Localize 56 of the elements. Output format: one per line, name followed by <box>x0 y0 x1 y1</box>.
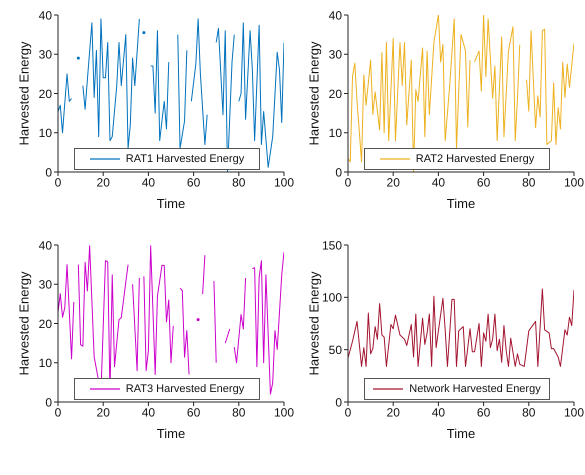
x-tick-label: 80 <box>522 406 536 420</box>
x-axis-title: Time <box>446 196 476 211</box>
y-tick-label: 40 <box>328 8 342 22</box>
x-tick-label: 60 <box>476 406 491 420</box>
y-axis-title: Harvested Energy <box>16 40 32 146</box>
y-tick-label: 30 <box>328 48 342 62</box>
y-tick-label: 40 <box>38 238 52 252</box>
x-tick-label: 0 <box>54 176 62 190</box>
y-tick-label: 0 <box>45 165 52 180</box>
y-tick-label: 50 <box>328 342 342 357</box>
x-tick-label: 100 <box>564 406 584 420</box>
x-axis-title: Time <box>446 426 476 441</box>
x-tick-label: 80 <box>232 176 246 190</box>
x-tick-label: 100 <box>274 176 294 190</box>
line-series <box>348 288 574 367</box>
y-tick-label: 0 <box>45 395 52 410</box>
x-tick-label: 20 <box>96 406 110 420</box>
y-tick-label: 100 <box>322 290 342 305</box>
x-tick-label: 40 <box>142 176 156 190</box>
y-tick-label: 0 <box>335 165 342 180</box>
y-axis-title: Harvested Energy <box>306 270 322 376</box>
y-tick-label: 10 <box>38 126 52 140</box>
legend-label: RAT3 Harvested Energy <box>126 383 244 395</box>
x-tick-label: 20 <box>96 176 110 190</box>
legend-label: RAT1 Harvested Energy <box>126 153 244 165</box>
legend-label: Network Harvested Energy <box>409 383 541 395</box>
y-axis-title: Harvested Energy <box>16 270 32 376</box>
x-tick-label: 60 <box>186 406 201 420</box>
x-tick-label: 80 <box>522 176 536 190</box>
x-tick-label: 100 <box>564 176 584 190</box>
x-tick-label: 40 <box>432 176 446 190</box>
x-tick-label: 80 <box>232 406 246 420</box>
y-tick-label: 10 <box>328 126 342 140</box>
x-tick-label: 40 <box>142 406 156 420</box>
y-tick-label: 30 <box>38 48 52 62</box>
x-tick-label: 100 <box>274 406 294 420</box>
x-tick-label: 60 <box>476 176 491 190</box>
y-tick-label: 150 <box>322 238 342 252</box>
legend-label: RAT2 Harvested Energy <box>416 153 534 165</box>
x-axis-title: Time <box>156 196 186 211</box>
x-tick-label: 60 <box>186 176 201 190</box>
x-tick-label: 40 <box>432 406 446 420</box>
x-tick-label: 0 <box>54 406 62 420</box>
y-tick-label: 20 <box>38 86 52 101</box>
x-tick-label: 20 <box>386 176 400 190</box>
y-axis-title: Harvested Energy <box>306 40 322 146</box>
y-tick-label: 0 <box>335 395 342 410</box>
x-tick-label: 0 <box>344 406 352 420</box>
x-tick-label: 20 <box>386 406 400 420</box>
y-tick-label: 30 <box>38 278 52 292</box>
x-tick-label: 0 <box>344 176 352 190</box>
y-tick-label: 40 <box>38 8 52 22</box>
x-axis-title: Time <box>156 426 186 441</box>
y-tick-label: 20 <box>38 316 52 331</box>
y-tick-label: 10 <box>38 356 52 370</box>
y-tick-label: 20 <box>328 86 342 101</box>
